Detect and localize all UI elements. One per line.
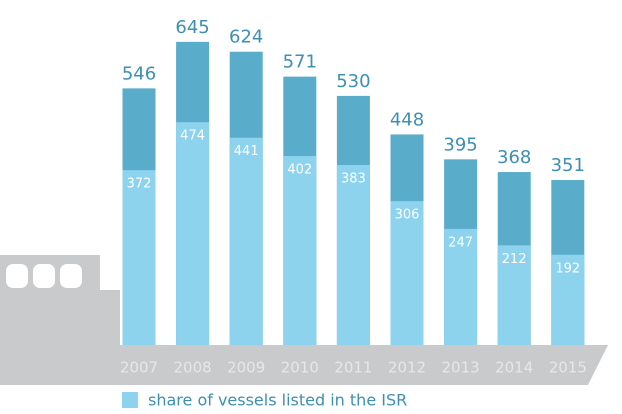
x-tick-label: 2007 (120, 359, 158, 377)
value-label: 306 (395, 208, 420, 223)
value-label: 212 (502, 252, 527, 267)
legend-label: share of vessels listed in the ISR (148, 391, 407, 410)
ship-hull (0, 345, 608, 385)
x-tick-label: 2012 (388, 359, 426, 377)
legend-swatch (122, 392, 138, 408)
isr-bar (497, 245, 531, 345)
total-label: 368 (497, 147, 531, 168)
isr-bar (444, 228, 478, 345)
total-label: 530 (336, 71, 370, 92)
value-label: 383 (341, 171, 366, 186)
total-label: 571 (283, 52, 317, 73)
window (33, 264, 55, 288)
x-tick-label: 2008 (174, 359, 212, 377)
total-label: 624 (229, 27, 263, 48)
isr-bar (390, 201, 424, 345)
x-tick-label: 2013 (442, 359, 480, 377)
window (6, 264, 28, 288)
x-tick-label: 2009 (227, 359, 265, 377)
total-label: 351 (551, 155, 585, 176)
isr-bar (122, 170, 156, 345)
x-tick-label: 2014 (495, 359, 533, 377)
total-label: 645 (175, 17, 209, 38)
isr-bar (551, 254, 585, 345)
total-label: 448 (390, 109, 424, 130)
value-label: 474 (180, 129, 205, 144)
isr-bar (229, 137, 263, 345)
total-label: 395 (443, 134, 477, 155)
value-label: 441 (234, 144, 259, 159)
value-label: 247 (448, 235, 473, 250)
x-tick-label: 2015 (549, 359, 587, 377)
ship-deck (100, 290, 120, 350)
window (60, 264, 82, 288)
x-tick-label: 2010 (281, 359, 319, 377)
ship-silhouette (0, 255, 608, 385)
value-label: 372 (127, 177, 152, 192)
value-label: 402 (287, 163, 312, 178)
total-label: 546 (122, 63, 156, 84)
value-label: 192 (555, 261, 580, 276)
isr-bar (336, 164, 370, 345)
x-tick-label: 2011 (334, 359, 372, 377)
isr-bar (283, 156, 317, 345)
isr-bar (176, 122, 210, 345)
